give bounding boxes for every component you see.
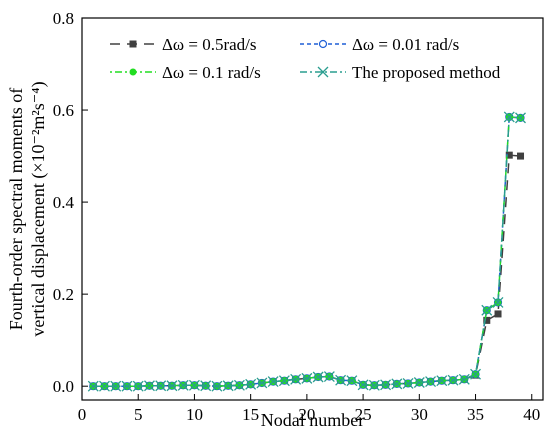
x-axis-label: Nodal number — [261, 410, 364, 430]
y-tick-label: 0.8 — [53, 9, 74, 28]
data-point — [222, 380, 234, 392]
data-point — [458, 373, 470, 385]
data-point — [425, 376, 437, 388]
data-point — [144, 380, 155, 392]
data-point — [505, 151, 513, 159]
x-tick-label: 40 — [523, 405, 540, 424]
data-point — [317, 66, 329, 78]
x-tick-label: 0 — [78, 405, 87, 424]
data-point — [481, 304, 493, 316]
data-point — [99, 380, 110, 392]
legend-label: Δω = 0.1 rad/s — [162, 63, 261, 82]
y-tick-label: 0.6 — [53, 101, 74, 120]
data-point — [318, 39, 328, 49]
data-point — [402, 377, 414, 389]
legend-entry: Δω = 0.5rad/s — [110, 35, 257, 54]
legend: Δω = 0.5rad/s Δω = 0.01 rad/s Δω = 0.1 rad… — [110, 35, 501, 82]
data-point — [335, 374, 347, 386]
series-1 — [89, 112, 525, 391]
legend-entry: Δω = 0.01 rad/s — [300, 35, 459, 54]
data-point — [494, 310, 502, 318]
data-point — [211, 380, 223, 392]
series-line — [93, 154, 521, 387]
series-line — [93, 116, 521, 387]
y-tick-label: 0.4 — [53, 193, 75, 212]
legend-label: The proposed method — [352, 63, 501, 82]
plot-frame — [81, 17, 544, 401]
data-point — [256, 377, 268, 389]
data-point — [368, 379, 380, 391]
x-tick-label: 20 — [298, 405, 315, 424]
data-point — [129, 68, 137, 76]
series-line — [93, 116, 521, 387]
series-3 — [87, 111, 526, 392]
y-tick-label: 0.2 — [53, 285, 74, 304]
data-point — [413, 377, 425, 388]
y-tick-label: 0.0 — [53, 377, 74, 396]
data-point — [200, 380, 212, 392]
data-point — [177, 379, 189, 391]
x-tick-label: 15 — [242, 405, 259, 424]
data-point — [290, 373, 302, 385]
data-point — [87, 380, 99, 392]
data-point — [188, 379, 200, 391]
legend-label: Δω = 0.5rad/s — [162, 35, 257, 54]
y-axis-label-line2: vertical displacement (×10⁻²m²s⁻⁴) — [28, 81, 49, 336]
data-point — [447, 374, 459, 386]
series-line — [93, 116, 521, 387]
data-point — [132, 380, 144, 392]
data-point — [129, 40, 137, 48]
data-point — [470, 368, 481, 380]
data-point — [110, 380, 122, 392]
data-point — [166, 380, 178, 392]
data-point — [492, 296, 504, 308]
data-point — [121, 380, 133, 392]
data-point — [391, 378, 403, 390]
legend-entry: Δω = 0.1 rad/s — [110, 63, 261, 82]
series-layer — [87, 111, 526, 392]
data-point — [301, 372, 313, 384]
x-tick-label: 35 — [467, 405, 484, 424]
data-point — [357, 379, 369, 391]
data-point — [323, 371, 335, 382]
series-0 — [89, 151, 525, 390]
data-point — [312, 371, 324, 383]
data-point — [436, 375, 448, 387]
data-point — [515, 112, 526, 124]
x-tick-label: 10 — [186, 405, 203, 424]
data-point — [155, 380, 167, 392]
data-point — [503, 111, 515, 123]
x-tick-label: 25 — [355, 405, 372, 424]
data-point — [233, 379, 245, 391]
series-2 — [89, 113, 525, 390]
data-point — [380, 379, 392, 391]
x-tick-label: 5 — [134, 405, 143, 424]
x-tick-label: 30 — [411, 405, 428, 424]
legend-label: Δω = 0.01 rad/s — [352, 35, 459, 54]
legend-entry: The proposed method — [300, 63, 501, 82]
y-axis-label-line1: Fourth-order spectral moments of — [6, 88, 26, 330]
axis-ticks: 0 5 10 15 20 25 30 35 40 0.0 0.2 0.4 0.6 0.8 — [53, 9, 541, 424]
data-point — [245, 378, 257, 390]
data-point — [278, 375, 290, 387]
data-point — [483, 316, 491, 324]
data-point — [346, 375, 358, 387]
data-point — [517, 152, 525, 160]
data-point — [267, 376, 279, 388]
